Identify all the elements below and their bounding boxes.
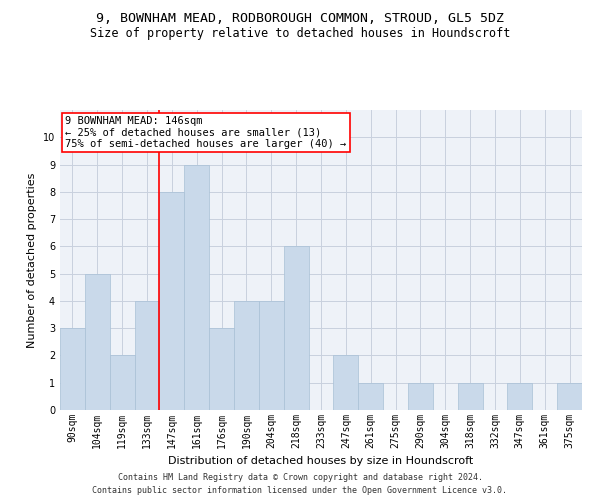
Text: Size of property relative to detached houses in Houndscroft: Size of property relative to detached ho…: [90, 28, 510, 40]
Bar: [259, 301, 284, 410]
Text: 9, BOWNHAM MEAD, RODBOROUGH COMMON, STROUD, GL5 5DZ: 9, BOWNHAM MEAD, RODBOROUGH COMMON, STRO…: [96, 12, 504, 26]
Bar: [557, 382, 582, 410]
Y-axis label: Number of detached properties: Number of detached properties: [28, 172, 37, 348]
Bar: [60, 328, 85, 410]
Bar: [408, 382, 433, 410]
Text: Contains HM Land Registry data © Crown copyright and database right 2024.: Contains HM Land Registry data © Crown c…: [118, 474, 482, 482]
Bar: [508, 382, 532, 410]
Bar: [284, 246, 308, 410]
Bar: [209, 328, 234, 410]
Bar: [85, 274, 110, 410]
Bar: [184, 164, 209, 410]
Bar: [334, 356, 358, 410]
X-axis label: Distribution of detached houses by size in Houndscroft: Distribution of detached houses by size …: [169, 456, 473, 466]
Bar: [134, 301, 160, 410]
Bar: [110, 356, 134, 410]
Bar: [358, 382, 383, 410]
Text: 9 BOWNHAM MEAD: 146sqm
← 25% of detached houses are smaller (13)
75% of semi-det: 9 BOWNHAM MEAD: 146sqm ← 25% of detached…: [65, 116, 346, 149]
Bar: [458, 382, 482, 410]
Text: Contains public sector information licensed under the Open Government Licence v3: Contains public sector information licen…: [92, 486, 508, 495]
Bar: [160, 192, 184, 410]
Bar: [234, 301, 259, 410]
